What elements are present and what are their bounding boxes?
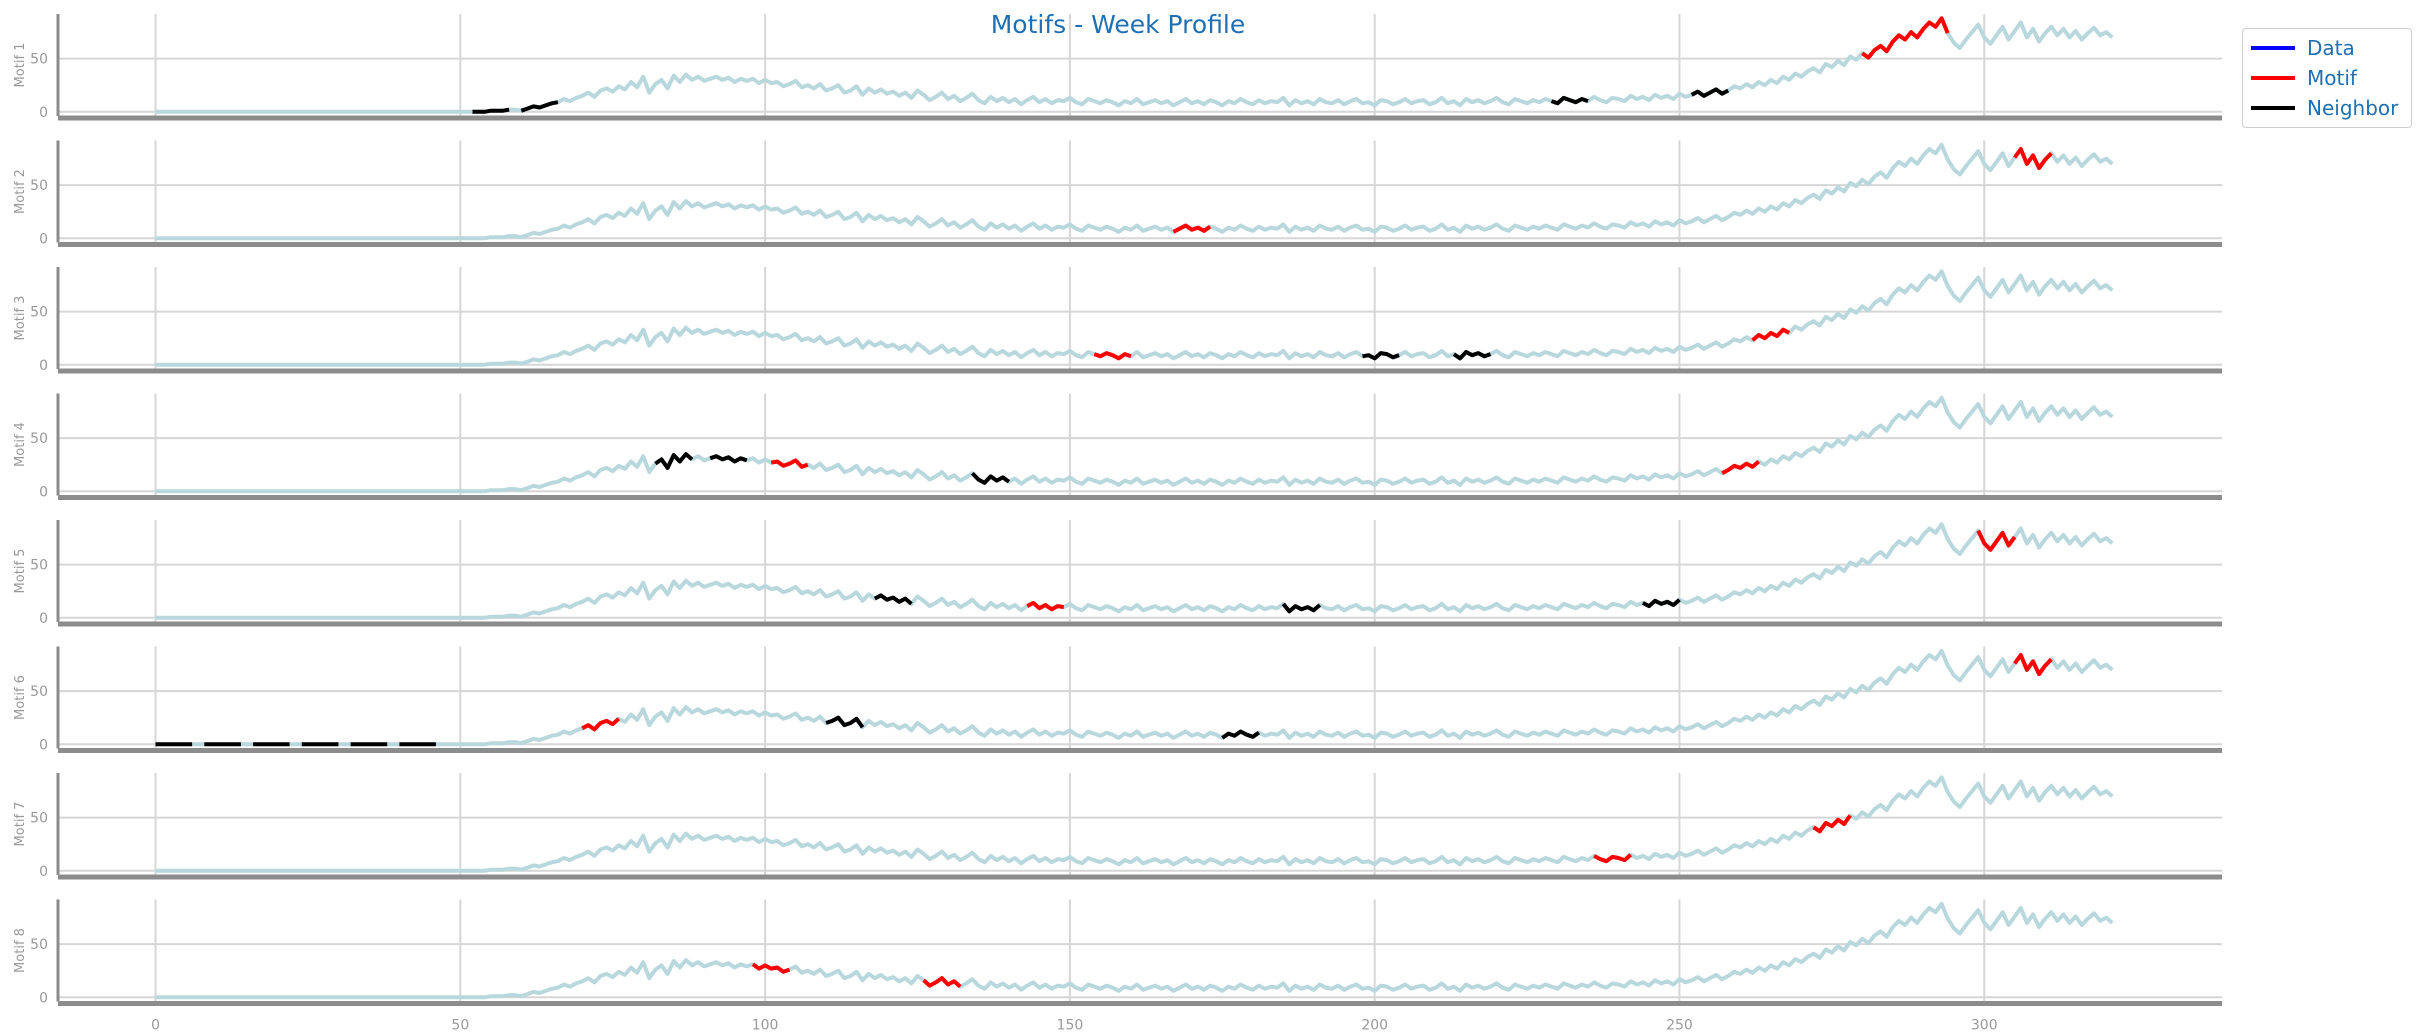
neighbor-segment [825,715,865,729]
y-tick-label: 0 [39,990,48,1006]
legend-swatch-neighbor [2251,106,2295,110]
y-tick-label: 0 [39,611,48,627]
motif-segment [770,458,809,469]
panel-label: Motif 6 [13,675,28,720]
y-tick-label: 50 [30,52,48,68]
y-tick-label: 50 [30,178,48,194]
neighbor-segment [472,107,510,114]
y-tick-label: 0 [39,231,48,247]
x-tick-label: 100 [752,1018,779,1034]
data-series-line [155,901,2114,1000]
y-tick-label: 0 [39,484,48,500]
legend-label-data: Data [2307,36,2355,60]
neighbor-segment [1690,87,1730,98]
motif-segment [1172,223,1212,234]
motif-segment [1812,814,1852,834]
neighbor-segment [520,100,559,113]
legend-swatch-data [2251,46,2295,50]
neighbor-segment [1221,729,1261,740]
motif-segment [2013,653,2053,677]
y-tick-label: 50 [30,558,48,574]
y-tick-label: 50 [30,811,48,827]
x-tick-label: 300 [1971,1018,1998,1034]
motif-segment [581,717,621,732]
y-tick-label: 50 [30,684,48,700]
legend-label-motif: Motif [2307,66,2357,90]
panel-label: Motif 2 [13,169,28,214]
neighbor-segment [709,454,748,464]
motif-segment [751,962,791,974]
y-tick-label: 50 [30,937,48,953]
data-series-line [155,269,2114,367]
panel-label: Motif 4 [13,422,28,467]
neighbor-segment [1550,95,1589,106]
motif-segment [1093,351,1132,361]
y-tick-label: 0 [39,864,48,880]
y-tick-label: 50 [30,305,48,321]
panel-label: Motif 3 [13,296,28,341]
neighbor-segment [873,593,913,606]
data-series-line [155,16,2114,114]
data-series-line [155,395,2114,494]
neighbor-segment [654,452,694,470]
legend: Data Motif Neighbor [2242,28,2412,128]
legend-label-neighbor: Neighbor [2307,96,2399,120]
legend-swatch-motif [2251,76,2295,80]
neighbor-segment [970,471,1011,485]
panel-label: Motif 7 [13,802,28,847]
x-tick-label: 250 [1666,1018,1693,1034]
panel-label: Motif 1 [13,43,28,88]
legend-item-data: Data [2243,33,2411,63]
motif-segment [922,976,962,989]
chart-title: Motifs - Week Profile [990,10,1246,39]
x-tick-label: 0 [151,1018,160,1034]
panel-label: Motif 8 [13,928,28,973]
y-tick-label: 0 [39,105,48,121]
neighbor-segment [1362,351,1400,361]
motif-segment [1721,459,1761,475]
motif-segment [1026,600,1065,612]
x-tick-label: 150 [1057,1018,1084,1034]
neighbor-segment [1281,602,1322,614]
panel-label: Motif 5 [13,549,28,594]
data-series-line [155,522,2114,620]
y-tick-label: 0 [39,737,48,753]
legend-item-motif: Motif [2243,63,2411,93]
x-tick-label: 50 [451,1018,469,1034]
legend-item-neighbor: Neighbor [2243,93,2411,123]
neighbor-segment [1641,598,1681,609]
x-tick-label: 200 [1361,1018,1388,1034]
data-series-line [155,142,2114,241]
motif-segment [1976,529,2017,552]
motif-segment [1593,853,1633,864]
data-series-line [155,775,2114,873]
neighbor-segment [1452,350,1492,361]
motif-segment [1861,16,1950,60]
y-tick-label: 50 [30,431,48,447]
motif-segment [2013,147,2053,171]
motif-segment [1751,327,1791,342]
data-series-line [155,648,2114,747]
y-tick-label: 0 [39,358,48,374]
